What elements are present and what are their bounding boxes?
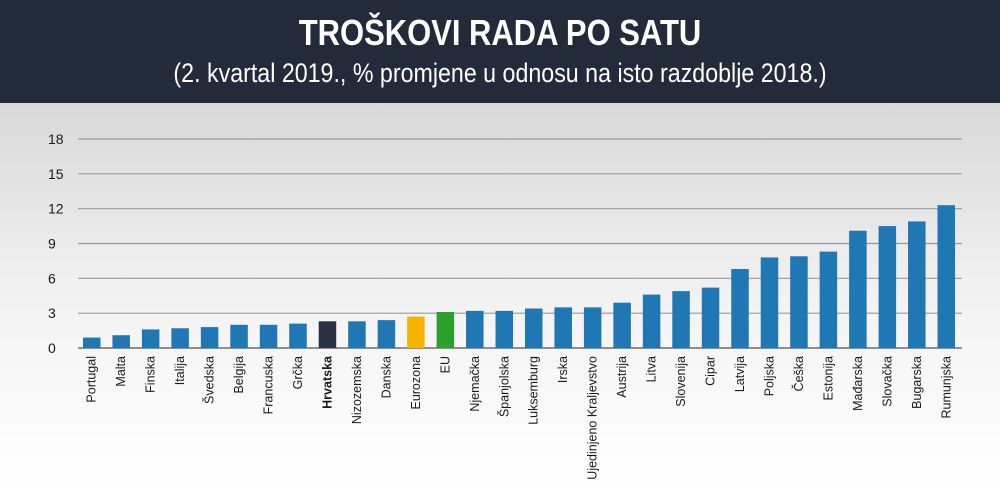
bar [583,307,602,348]
y-tick-label: 12 [48,201,64,217]
bar [908,221,926,348]
bar [642,294,661,348]
x-tick-label: Bugarska [910,356,924,409]
bar [937,205,956,348]
bar [171,328,189,348]
x-tick-label: Rumunjska [939,356,953,419]
x-tick-label: Ujedinjeno Kraljevstvo [586,356,600,480]
bar [878,226,897,348]
x-tick-label: Latvija [733,356,747,392]
x-tick-label: Švedska [202,356,217,404]
chart-header: TROŠKOVI RADA PO SATU (2. kvartal 2019.,… [0,0,1000,103]
bar [524,308,543,348]
bar [141,329,160,348]
x-tick-label: Irska [556,356,570,383]
bar [495,310,514,348]
x-tick-label: Danska [379,356,393,398]
bar [849,230,867,348]
x-tick-label: Francuska [262,356,276,414]
bar [672,291,690,348]
x-tick-label: Luksemburg [527,356,541,425]
bar [819,251,838,348]
bar [230,324,248,348]
bar [289,323,307,348]
bar [613,302,631,348]
y-tick-label: 6 [48,270,56,286]
bar [112,335,130,348]
bar [731,269,749,348]
bar [200,327,219,348]
x-tick-label: Španjolska [496,356,511,417]
x-tick-label: Belgija [232,356,246,394]
bar [701,287,720,348]
y-tick-label: 0 [48,340,56,356]
x-tick-label: Mađarska [851,356,865,411]
bar [259,324,278,348]
chart-subtitle: (2. kvartal 2019., % promjene u odnosu n… [173,58,827,88]
bar [318,321,337,348]
x-tick-label: Malta [114,356,128,387]
x-tick-label: Eurozona [409,356,423,410]
x-tick-label: Poljska [762,356,776,396]
x-tick-label: Italija [173,356,187,385]
x-tick-label: Nizozemska [350,356,364,424]
x-tick-label: Finska [144,356,158,393]
bar [82,337,101,348]
x-tick-label: Slovenija [674,356,688,407]
x-tick-label: Hrvatska [320,355,334,409]
y-tick-label: 9 [48,236,56,252]
bar [348,321,366,348]
x-tick-label: Njemačka [468,356,482,412]
bar [554,307,572,348]
y-tick-label: 18 [48,131,64,147]
x-tick-label: Austrija [615,356,629,398]
x-tick-label: Litva [645,356,659,382]
x-tick-label: EU [438,356,452,373]
bar [407,316,425,348]
bar [760,257,779,348]
bar [790,256,808,348]
x-tick-label: Estonija [821,356,835,401]
x-tick-label: Češka [791,356,806,391]
x-tick-label: Portugal [85,356,99,403]
y-tick-label: 15 [48,166,64,182]
bar [436,312,455,348]
y-tick-label: 3 [48,305,56,321]
chart-title: TROŠKOVI RADA PO SATU [298,12,702,53]
x-tick-label: Grčka [291,356,305,389]
bar [466,310,484,348]
x-tick-label: Slovačka [880,356,894,407]
bar [377,320,396,348]
x-tick-label: Cipar [704,356,718,386]
